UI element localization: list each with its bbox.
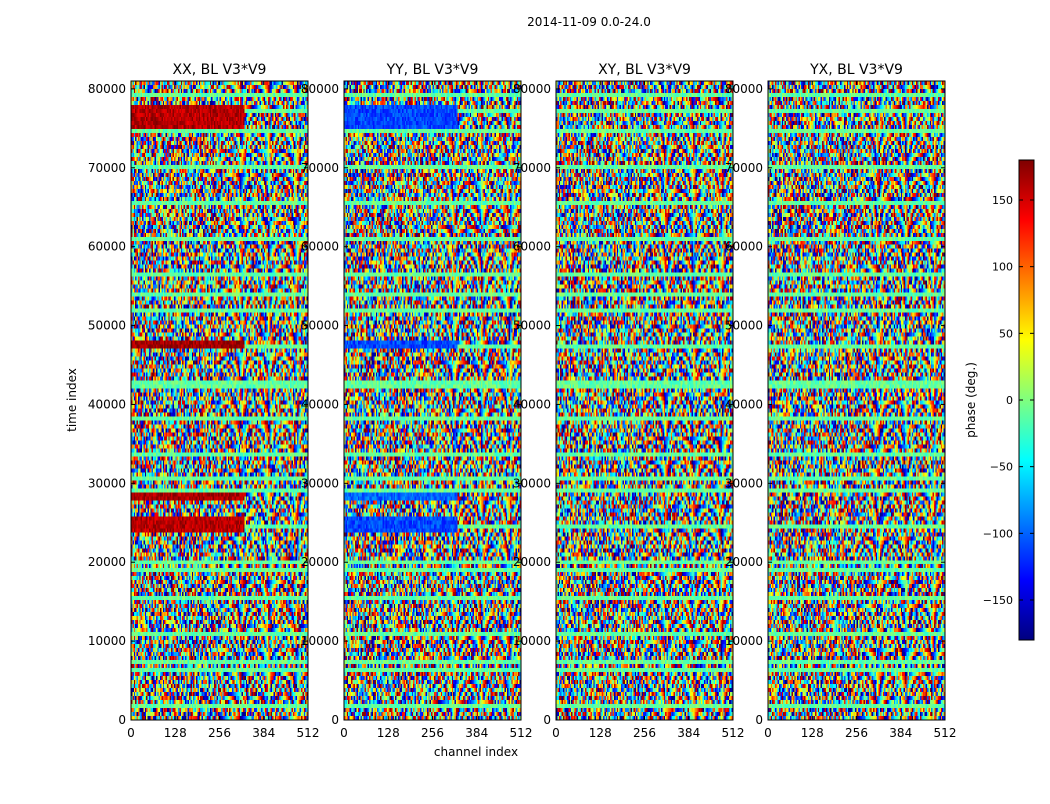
- y-tick-label: 20000: [513, 555, 551, 569]
- heatmap-panel-0: XX, BL V3*V9 0 128 256 384 512 0 10000 20000 3000…: [88, 62, 320, 740]
- x-tick-label: 128: [801, 726, 824, 740]
- x-tick-label: 0: [552, 726, 560, 740]
- x-tick-label: 256: [633, 726, 656, 740]
- figure-suptitle: 2014-11-09 0.0-24.0: [527, 15, 651, 29]
- x-axis-label: channel index: [434, 745, 518, 759]
- heatmap-image-0: [131, 81, 308, 720]
- x-tick-label: 0: [340, 726, 348, 740]
- x-tick-label: 128: [164, 726, 187, 740]
- y-tick-label: 10000: [725, 634, 763, 648]
- y-tick-label: 30000: [513, 476, 551, 490]
- y-tick-label: 0: [331, 713, 339, 727]
- y-tick-label: 70000: [88, 161, 126, 175]
- y-tick-label: 0: [118, 713, 126, 727]
- y-tick-label: 30000: [301, 476, 339, 490]
- heatmap-image-1: [344, 81, 521, 720]
- y-tick-label: 70000: [725, 161, 763, 175]
- y-tick-label: 30000: [725, 476, 763, 490]
- x-tick-label: 384: [252, 726, 275, 740]
- y-tick-label: 60000: [725, 240, 763, 254]
- y-axis-label: time index: [65, 368, 79, 432]
- y-tick-label: 50000: [301, 319, 339, 333]
- heatmap-image-2: [556, 81, 733, 720]
- x-tick-label: 256: [421, 726, 444, 740]
- x-tick-label: 512: [297, 726, 320, 740]
- y-tick-label: 40000: [725, 397, 763, 411]
- y-tick-label: 20000: [301, 555, 339, 569]
- colorbar-tick-label: 100: [992, 261, 1013, 274]
- y-tick-label: 20000: [88, 555, 126, 569]
- heatmap-panel-3: YX, BL V3*V9 0 128 256 384 512 0 10000 20000 3000…: [725, 62, 957, 740]
- colorbar-label: phase (deg.): [964, 362, 978, 438]
- y-tick-label: 50000: [88, 319, 126, 333]
- y-tick-label: 60000: [513, 240, 551, 254]
- y-tick-label: 50000: [513, 319, 551, 333]
- x-tick-label: 512: [722, 726, 745, 740]
- x-tick-label: 0: [127, 726, 135, 740]
- y-tick-label: 40000: [301, 397, 339, 411]
- panel-title: XY, BL V3*V9: [598, 62, 691, 78]
- x-tick-label: 256: [208, 726, 231, 740]
- heatmap-panel-1: YY, BL V3*V9 0 128 256 384 512 0 10000 20000 3000…: [301, 62, 533, 740]
- x-tick-label: 384: [889, 726, 912, 740]
- y-tick-label: 80000: [513, 82, 551, 96]
- y-tick-label: 0: [755, 713, 763, 727]
- y-tick-label: 10000: [513, 634, 551, 648]
- y-tick-label: 80000: [301, 82, 339, 96]
- colorbar-tick-label: 50: [999, 327, 1013, 340]
- y-tick-label: 10000: [88, 634, 126, 648]
- y-tick-label: 60000: [301, 240, 339, 254]
- x-tick-label: 256: [845, 726, 868, 740]
- y-tick-label: 50000: [725, 319, 763, 333]
- y-tick-label: 10000: [301, 634, 339, 648]
- y-tick-label: 40000: [88, 397, 126, 411]
- x-tick-label: 128: [589, 726, 612, 740]
- y-tick-label: 70000: [301, 161, 339, 175]
- y-tick-label: 70000: [513, 161, 551, 175]
- y-tick-label: 40000: [513, 397, 551, 411]
- x-tick-label: 384: [677, 726, 700, 740]
- x-tick-label: 0: [764, 726, 772, 740]
- y-tick-label: 80000: [88, 82, 126, 96]
- y-tick-label: 80000: [725, 82, 763, 96]
- panel-title: YX, BL V3*V9: [809, 62, 903, 78]
- colorbar-tick-label: −150: [983, 594, 1013, 607]
- heatmap-panel-2: XY, BL V3*V9 0 128 256 384 512 0 10000 20000 3000…: [513, 62, 745, 740]
- y-tick-label: 60000: [88, 240, 126, 254]
- colorbar-tick-label: 0: [1006, 394, 1013, 407]
- colorbar-tick-label: −100: [983, 527, 1013, 540]
- y-tick-label: 30000: [88, 476, 126, 490]
- x-tick-label: 512: [510, 726, 533, 740]
- heatmap-image-3: [768, 81, 945, 720]
- x-tick-label: 512: [934, 726, 957, 740]
- x-tick-label: 384: [465, 726, 488, 740]
- y-tick-label: 20000: [725, 555, 763, 569]
- x-tick-label: 128: [377, 726, 400, 740]
- colorbar-tick-label: 150: [992, 194, 1013, 207]
- colorbar-tick-label: −50: [990, 461, 1013, 474]
- panel-title: XX, BL V3*V9: [173, 62, 267, 78]
- panel-title: YY, BL V3*V9: [386, 62, 479, 78]
- y-tick-label: 0: [543, 713, 551, 727]
